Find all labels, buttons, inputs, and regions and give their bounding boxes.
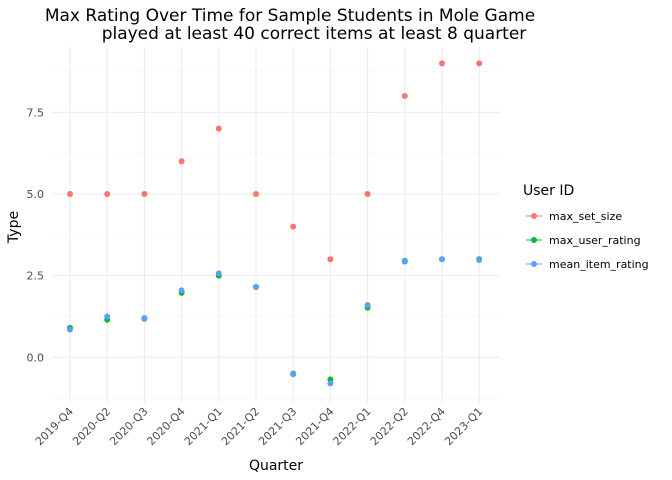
x-tick-label: 2021-Q4 — [293, 405, 336, 448]
y-tick-label: 2.5 — [27, 270, 45, 283]
x-tick-label: 2020-Q4 — [145, 405, 188, 448]
series-mean_item_rating — [67, 256, 483, 387]
data-point — [439, 256, 445, 263]
data-point — [178, 158, 185, 165]
x-tick-label: 2023-Q1 — [442, 405, 485, 448]
y-tick-label: 0.0 — [27, 351, 45, 364]
x-tick-label: 2021-Q3 — [256, 405, 299, 448]
x-tick-label: 2020-Q2 — [70, 405, 113, 448]
data-point — [401, 92, 408, 99]
x-tick-label: 2021-Q2 — [219, 405, 262, 448]
data-point — [253, 284, 259, 291]
data-point — [290, 223, 297, 230]
x-tick-labels: 2019-Q42020-Q22020-Q32020-Q42021-Q12021-… — [33, 405, 485, 448]
legend-item: max_set_size — [526, 210, 622, 223]
y-axis-title: Type — [6, 211, 22, 244]
data-point — [215, 125, 222, 132]
grid — [52, 47, 500, 403]
data-point — [178, 287, 185, 294]
data-point — [476, 60, 483, 67]
data-point — [364, 302, 371, 309]
legend-item: mean_item_rating — [526, 258, 649, 271]
legend-key-point — [531, 237, 537, 243]
data-point — [215, 270, 222, 277]
legend-item: max_user_rating — [526, 234, 641, 247]
data-point — [141, 190, 148, 197]
data-point — [401, 258, 408, 265]
data-point — [141, 315, 148, 322]
legend: User ID max_set_size max_user_rating mean_… — [523, 183, 649, 271]
data-points — [67, 60, 483, 387]
legend-key-point — [531, 261, 537, 267]
data-point — [439, 60, 445, 67]
y-tick-label: 7.5 — [27, 106, 45, 119]
x-tick-label: 2020-Q3 — [107, 405, 150, 448]
data-point — [327, 256, 334, 263]
legend-label: max_set_size — [549, 210, 622, 223]
chart-title-line1: Max Rating Over Time for Sample Students… — [45, 6, 535, 26]
data-point — [290, 371, 297, 378]
data-point — [327, 380, 334, 387]
x-tick-label: 2022-Q1 — [331, 405, 374, 448]
y-tick-label: 5.0 — [27, 188, 45, 201]
data-point — [67, 326, 73, 333]
x-tick-label: 2021-Q1 — [182, 405, 225, 448]
data-point — [364, 190, 371, 197]
legend-title: User ID — [523, 183, 574, 199]
data-point — [476, 256, 483, 263]
data-point — [67, 190, 73, 197]
data-point — [104, 190, 111, 197]
legend-label: mean_item_rating — [549, 258, 649, 271]
y-tick-labels: 0.0 2.5 5.0 7.5 — [27, 106, 45, 364]
series-max_set_size — [67, 60, 483, 263]
chart-title-line2: played at least 40 correct items at leas… — [102, 24, 527, 44]
x-tick-label: 2022-Q2 — [368, 405, 411, 448]
legend-key-point — [531, 213, 537, 219]
data-point — [104, 313, 111, 320]
x-axis-title: Quarter — [249, 458, 303, 474]
legend-label: max_user_rating — [549, 234, 641, 247]
x-tick-label: 2019-Q4 — [33, 405, 76, 448]
x-tick-label: 2022-Q4 — [405, 405, 448, 448]
data-point — [253, 190, 259, 197]
